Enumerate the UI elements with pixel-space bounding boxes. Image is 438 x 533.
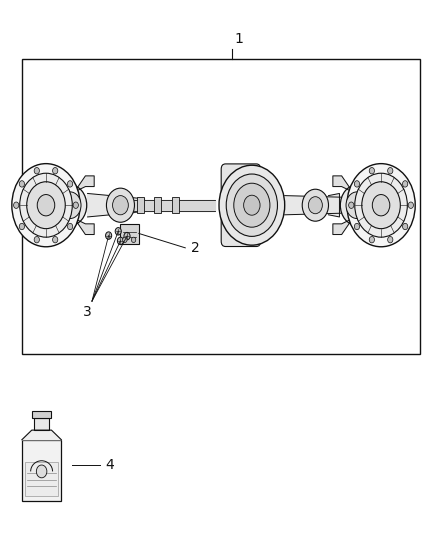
Circle shape — [302, 189, 328, 221]
Polygon shape — [88, 193, 145, 217]
Circle shape — [362, 182, 400, 229]
Circle shape — [34, 237, 39, 243]
Circle shape — [19, 223, 25, 230]
Polygon shape — [74, 176, 94, 192]
Circle shape — [388, 167, 393, 174]
Polygon shape — [285, 196, 342, 215]
Circle shape — [340, 185, 374, 225]
Circle shape — [67, 223, 73, 230]
Circle shape — [349, 202, 354, 208]
Circle shape — [123, 237, 127, 243]
Bar — [32, 411, 51, 418]
Circle shape — [20, 173, 72, 237]
Bar — [34, 418, 49, 430]
Circle shape — [219, 165, 285, 245]
Bar — [120, 224, 139, 244]
Circle shape — [117, 237, 124, 245]
Bar — [154, 197, 161, 213]
Text: 4: 4 — [105, 458, 114, 472]
Circle shape — [226, 174, 278, 237]
Circle shape — [115, 228, 121, 235]
Circle shape — [12, 164, 80, 247]
Circle shape — [408, 202, 413, 208]
Circle shape — [372, 195, 390, 216]
Polygon shape — [333, 176, 353, 192]
Circle shape — [37, 195, 55, 216]
Circle shape — [369, 237, 374, 243]
Circle shape — [53, 167, 58, 174]
Circle shape — [388, 237, 393, 243]
Circle shape — [403, 181, 408, 187]
Polygon shape — [134, 200, 215, 211]
Bar — [25, 462, 58, 496]
Circle shape — [106, 232, 112, 239]
Circle shape — [53, 237, 58, 243]
Bar — [172, 197, 179, 213]
Polygon shape — [74, 219, 94, 235]
FancyBboxPatch shape — [221, 164, 261, 246]
Circle shape — [67, 181, 73, 187]
Circle shape — [73, 202, 78, 208]
Circle shape — [354, 223, 360, 230]
Circle shape — [59, 192, 81, 219]
Circle shape — [244, 195, 260, 215]
Circle shape — [234, 183, 270, 227]
Bar — [137, 197, 144, 213]
Circle shape — [106, 188, 134, 222]
Circle shape — [346, 192, 368, 219]
Circle shape — [308, 197, 322, 214]
Circle shape — [354, 181, 360, 187]
Polygon shape — [22, 430, 61, 440]
Circle shape — [347, 164, 415, 247]
Circle shape — [113, 196, 128, 215]
Circle shape — [403, 223, 408, 230]
Circle shape — [124, 232, 130, 240]
Polygon shape — [333, 219, 353, 235]
Bar — [22, 59, 420, 354]
Text: 2: 2 — [191, 241, 199, 255]
Text: 3: 3 — [83, 305, 92, 319]
Polygon shape — [328, 193, 339, 217]
Circle shape — [34, 167, 39, 174]
Circle shape — [131, 237, 136, 243]
Circle shape — [53, 185, 87, 225]
Circle shape — [36, 465, 47, 478]
Circle shape — [355, 173, 407, 237]
Circle shape — [19, 181, 25, 187]
Circle shape — [14, 202, 19, 208]
Bar — [22, 440, 61, 501]
Circle shape — [369, 167, 374, 174]
Text: 1: 1 — [234, 32, 243, 46]
Circle shape — [27, 182, 65, 229]
